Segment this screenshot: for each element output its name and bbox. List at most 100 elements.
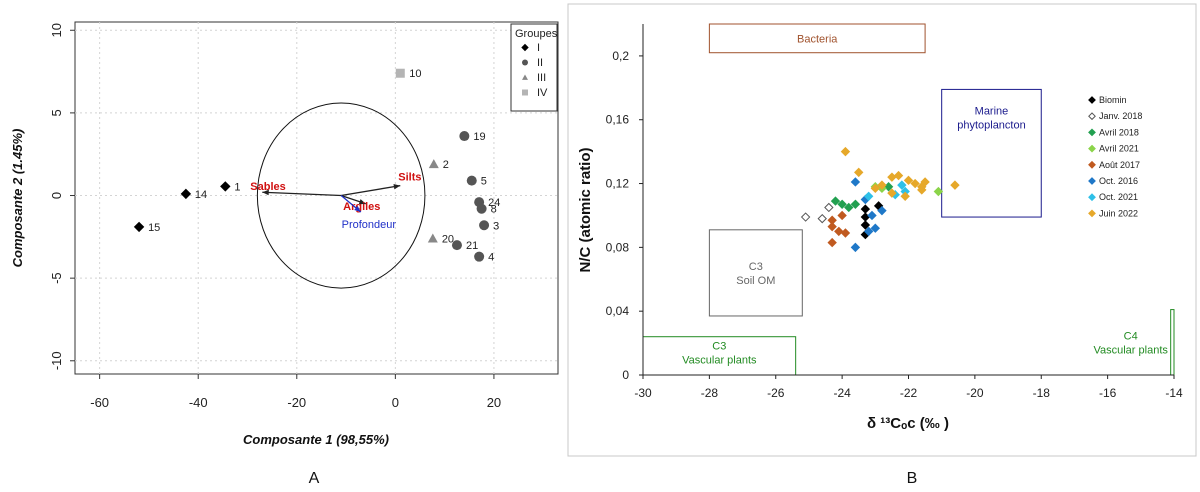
- x-tick-label: -24: [833, 386, 851, 400]
- scatter-point: [903, 175, 914, 186]
- y-tick-label: 5: [49, 109, 64, 116]
- region-label: Vascular plants: [682, 355, 757, 367]
- scatter-point: [824, 202, 834, 213]
- point-label: 21: [466, 240, 478, 252]
- region-label: C3: [749, 261, 763, 273]
- plot-a-y-ticks: -10 -5 0 5 10: [49, 23, 75, 370]
- x-tick-label: -60: [90, 395, 109, 410]
- point-label: 1: [234, 181, 240, 193]
- vector-label: Profondeur: [342, 219, 397, 231]
- scatter-point: [827, 221, 837, 232]
- panel-b: Bacteria Marine phytoplancton C3 Soil OM C3 Va…: [567, 3, 1197, 487]
- legend-entry: Août 2017: [1099, 160, 1140, 170]
- legend-marker: [1088, 177, 1096, 185]
- region-box: [708, 23, 926, 54]
- y-tick-label: 0,04: [606, 304, 630, 318]
- plot-a-correlation-circle: [256, 102, 426, 289]
- y-tick-label: 0,16: [606, 113, 630, 127]
- legend-marker: [522, 89, 528, 96]
- vector-arrowhead: [393, 183, 401, 190]
- legend-marker: [1088, 96, 1096, 104]
- scatter-point: [910, 178, 920, 189]
- plot-a-area: [74, 21, 559, 375]
- panel-a: -60 -40 -20 0 20 -10 -5 0 5 10 Sables Silts Argile…: [10, 21, 559, 487]
- region-label: Vascular plants: [1093, 344, 1168, 356]
- scatter-point: [133, 221, 145, 233]
- point-label: 4: [488, 252, 494, 264]
- scatter-point: [800, 212, 811, 222]
- x-tick-label: -16: [1099, 386, 1117, 400]
- scatter-point: [877, 205, 887, 216]
- region-label: Marine: [975, 105, 1009, 117]
- scatter-point: [860, 220, 871, 230]
- scatter-point: [830, 196, 841, 206]
- point-label: 14: [195, 189, 207, 201]
- legend-entry: IV: [537, 87, 548, 99]
- vector-label: Sables: [250, 181, 285, 193]
- point-label: 10: [409, 68, 421, 80]
- legend-box: [510, 23, 558, 112]
- legend-entry: III: [537, 72, 546, 84]
- plot-a-y-label: Composante 2 (1.45%): [10, 129, 25, 268]
- plot-b-regions: Bacteria Marine phytoplancton C3 Soil OM C3 Va…: [642, 23, 1175, 376]
- y-tick-label: -10: [49, 351, 64, 370]
- vector-label: Silts: [398, 172, 421, 184]
- y-tick-label: -5: [49, 272, 64, 284]
- scatter-point: [870, 183, 881, 194]
- scatter-point: [863, 191, 874, 202]
- x-tick-label: -18: [1033, 386, 1051, 400]
- vector-arrowhead: [358, 199, 366, 205]
- plot-b-y-label: N/C (atomic ratio): [577, 147, 594, 272]
- plot-b-y-ticks: 0 0,04 0,08 0,12 0,16 0,2: [606, 49, 643, 382]
- plot-a-vectors: Sables Silts Argiles Profondeur: [250, 172, 421, 231]
- y-tick-label: 10: [49, 23, 64, 37]
- legend-marker: [1088, 160, 1096, 169]
- region-label: phytoplancton: [957, 119, 1026, 131]
- scatter-point: [933, 186, 944, 197]
- point-label: 24: [488, 197, 500, 209]
- y-tick-label: 0,2: [612, 49, 629, 63]
- scatter-point: [817, 213, 827, 224]
- scatter-point: [840, 228, 851, 238]
- region-label: Bacteria: [797, 33, 838, 45]
- scatter-point: [850, 177, 861, 187]
- scatter-point: [893, 170, 904, 181]
- plot-b-points: [800, 146, 960, 253]
- panel-a-letter: A: [309, 470, 320, 487]
- scatter-point: [850, 242, 861, 253]
- point-label: 3: [493, 220, 499, 232]
- region-label: C4: [1124, 330, 1138, 342]
- point-label: 15: [148, 222, 160, 234]
- plot-a-grid: [75, 22, 558, 374]
- scatter-point: [827, 215, 837, 225]
- y-tick-label: 0: [49, 192, 64, 199]
- chart-b-frame: [567, 3, 1197, 457]
- scatter-point: [837, 199, 847, 209]
- vector-arrow: [262, 191, 342, 197]
- x-tick-label: -28: [701, 386, 719, 400]
- scatter-point: [863, 226, 874, 237]
- y-tick-label: 0: [622, 368, 629, 382]
- panel-b-letter: B: [907, 470, 918, 487]
- vector-arrow: [341, 184, 401, 197]
- legend-entry: Avril 2021: [1099, 144, 1139, 154]
- scatter-point: [854, 167, 864, 178]
- scatter-point: [428, 159, 439, 169]
- point-label: 20: [442, 233, 454, 245]
- scatter-point: [917, 185, 927, 195]
- legend-marker: [1088, 209, 1096, 218]
- x-tick-label: -22: [900, 386, 918, 400]
- x-tick-label: -40: [189, 395, 208, 410]
- point-label: 19: [473, 131, 485, 143]
- scatter-point: [844, 202, 854, 213]
- legend-entry: Janv. 2018: [1099, 111, 1142, 121]
- legend-marker: [1088, 112, 1096, 121]
- scatter-point: [466, 175, 477, 186]
- legend-entry: Oct. 2021: [1099, 192, 1138, 202]
- vector-arrowhead: [354, 205, 361, 213]
- legend-entry: Avril 2018: [1099, 127, 1139, 137]
- legend-entry: Juin 2022: [1099, 208, 1138, 218]
- plot-b-legend: Biomin Janv. 2018 Avril 2018 Avril 2021 Août…: [1088, 95, 1142, 218]
